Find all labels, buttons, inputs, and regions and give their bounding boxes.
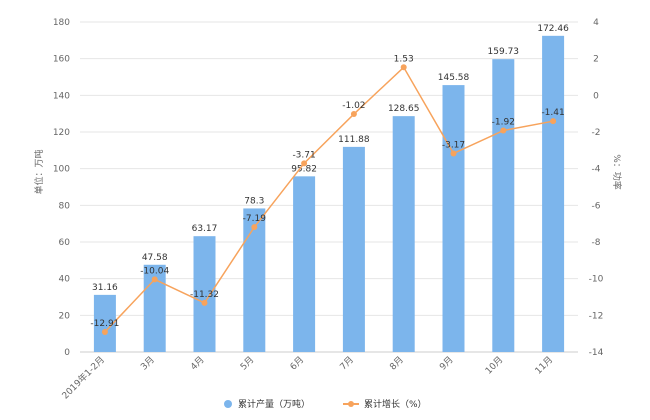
- legend-line-label: 累计增长（%）: [364, 398, 427, 410]
- bar-value-label: 111.88: [338, 135, 370, 145]
- line-series: [101, 64, 557, 336]
- legend-item-bar[interactable]: 累计产量（万吨）: [224, 398, 310, 410]
- x-tick-label: 2019年1-2月: [59, 354, 107, 402]
- x-tick-label: 10月: [483, 354, 505, 376]
- bar-value-label: 31.16: [92, 283, 118, 293]
- left-tick-label: 160: [53, 55, 70, 65]
- line-value-label: -7.19: [243, 214, 267, 224]
- line-value-label: -12.91: [90, 319, 119, 329]
- x-tick-label: 3月: [139, 354, 157, 372]
- right-axis-ticks: -14 -12 -10 -8 -6 -4 -2 0 2 4: [589, 18, 604, 358]
- x-tick-label: 7月: [338, 354, 356, 372]
- left-tick-label: 180: [53, 18, 70, 28]
- line-value-label: 1.53: [394, 54, 414, 64]
- right-tick-label: -2: [592, 128, 601, 138]
- left-tick-label: 120: [53, 128, 70, 138]
- left-tick-label: 80: [59, 201, 71, 211]
- bar-value-label: 128.65: [388, 104, 420, 114]
- bar-value-label: 172.46: [537, 24, 569, 34]
- bar-series: [93, 35, 565, 353]
- right-tick-label: -4: [592, 165, 601, 175]
- right-tick-label: -10: [589, 275, 604, 285]
- line-path: [104, 66, 554, 333]
- x-tick-label: 11月: [533, 354, 555, 376]
- left-axis-title: 单位：万吨: [33, 149, 45, 194]
- bar: [392, 116, 415, 353]
- bar-value-labels: 31.16 47.58 63.17 78.3 95.82 111.88 128.65 145.…: [92, 24, 569, 293]
- line-point: [450, 150, 457, 157]
- line-point: [500, 127, 507, 134]
- right-tick-label: -8: [592, 238, 601, 248]
- bar: [143, 264, 166, 352]
- right-tick-label: -6: [592, 201, 601, 211]
- line-value-label: -1.92: [492, 118, 515, 128]
- bar: [243, 208, 266, 352]
- right-tick-label: -14: [589, 348, 604, 358]
- left-tick-label: 0: [64, 348, 70, 358]
- x-tick-label: 4月: [188, 354, 206, 372]
- left-axis-ticks: 0 20 40 60 80 100 120 140 160 180: [53, 18, 70, 358]
- bar: [342, 146, 365, 352]
- bar: [492, 59, 515, 352]
- line-point: [101, 329, 108, 336]
- legend-line-marker: [348, 401, 354, 407]
- x-tick-label: 9月: [437, 354, 455, 372]
- x-tick-label: 8月: [388, 354, 406, 372]
- line-point: [400, 64, 407, 71]
- bar: [442, 85, 465, 352]
- left-tick-label: 40: [59, 275, 71, 285]
- line-value-label: -1.41: [541, 108, 564, 118]
- x-tick-label: 5月: [238, 354, 256, 372]
- line-point: [350, 111, 357, 118]
- bar: [193, 236, 216, 352]
- left-tick-label: 20: [59, 311, 71, 321]
- bar-value-label: 63.17: [192, 224, 218, 234]
- x-axis-ticks: 2019年1-2月 3月 4月 5月 6月 7月 8月 9月 10月 11月: [59, 354, 555, 402]
- legend-bar-label: 累计产量（万吨）: [238, 398, 310, 410]
- bar-value-label: 78.3: [244, 196, 264, 206]
- line-point: [151, 276, 158, 283]
- line-value-label: -3.17: [442, 140, 465, 150]
- bar-value-label: 47.58: [142, 253, 168, 263]
- legend: 累计产量（万吨） 累计增长（%）: [224, 398, 427, 410]
- right-tick-label: 4: [593, 18, 599, 28]
- bar-value-label: 95.82: [291, 164, 317, 174]
- bar: [293, 176, 316, 352]
- line-value-label: -11.32: [190, 290, 219, 300]
- line-point: [201, 299, 208, 306]
- line-value-labels: -12.91 -10.04 -11.32 -7.19 -3.71 -1.02 1.53 -3.…: [90, 54, 564, 329]
- line-point: [550, 118, 557, 125]
- legend-item-line[interactable]: 累计增长（%）: [343, 398, 427, 410]
- right-tick-label: 2: [593, 55, 599, 65]
- line-value-label: -3.71: [292, 150, 315, 160]
- bar-value-label: 159.73: [488, 47, 520, 57]
- bar-value-label: 145.58: [438, 73, 470, 83]
- right-axis-title: %：功率: [611, 154, 623, 190]
- line-value-label: -10.04: [140, 266, 169, 276]
- left-tick-label: 60: [59, 238, 71, 248]
- line-value-label: -1.02: [342, 101, 365, 111]
- legend-bar-swatch: [224, 400, 232, 408]
- left-tick-label: 100: [53, 165, 70, 175]
- line-point: [301, 160, 308, 167]
- right-tick-label: 0: [593, 91, 599, 101]
- left-tick-label: 140: [53, 91, 70, 101]
- right-tick-label: -12: [589, 311, 604, 321]
- line-point: [251, 224, 258, 231]
- bar: [542, 35, 565, 352]
- bar: [93, 294, 116, 352]
- x-tick-label: 6月: [288, 354, 306, 372]
